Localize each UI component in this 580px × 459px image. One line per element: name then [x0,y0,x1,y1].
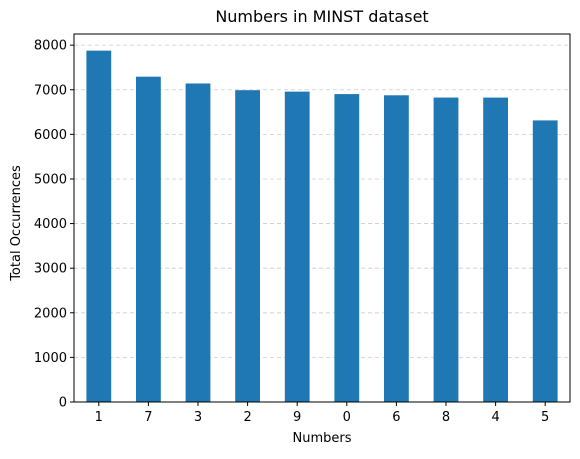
bar-9 [284,91,310,402]
x-tick-label: 8 [442,410,450,425]
bar-4 [483,97,508,402]
x-tick-label: 4 [491,410,499,425]
x-tick-label: 7 [144,410,152,425]
y-tick-label: 4000 [34,217,67,232]
y-tick-labels: 0 1000 2000 3000 4000 5000 6000 7000 8000 [34,39,67,411]
y-tick-label: 8000 [34,39,67,54]
y-axis-label: Total Occurrences [9,165,24,282]
bar-3 [185,83,211,402]
axes [70,33,571,406]
x-tick-label: 6 [392,410,400,425]
x-tick-labels: 1 7 3 2 9 0 6 8 4 5 [95,410,550,425]
x-tick-label: 5 [541,410,549,425]
y-tick-label: 5000 [34,172,67,187]
bar-5 [532,120,558,402]
y-tick-label: 3000 [34,262,67,277]
x-tick-label: 0 [343,410,351,425]
x-tick-label: 3 [194,410,202,425]
bar-1 [86,50,112,402]
bar-2 [235,90,260,402]
x-tick-label: 2 [243,410,251,425]
x-tick-label: 9 [293,410,301,425]
y-tick-label: 0 [59,396,67,411]
bar-0 [334,94,360,403]
x-axis-label: Numbers [293,431,352,446]
bar-8 [433,97,459,403]
y-tick-label: 6000 [34,128,67,143]
y-tick-label: 1000 [34,351,67,366]
bars [86,50,558,403]
y-tick-label: 2000 [34,306,67,321]
chart-title: Numbers in MINST dataset [215,7,428,26]
x-tick-label: 1 [95,410,103,425]
y-tick-label: 7000 [34,83,67,98]
bar-6 [384,95,409,402]
bar-7 [136,76,161,403]
plot-frame [73,33,571,403]
